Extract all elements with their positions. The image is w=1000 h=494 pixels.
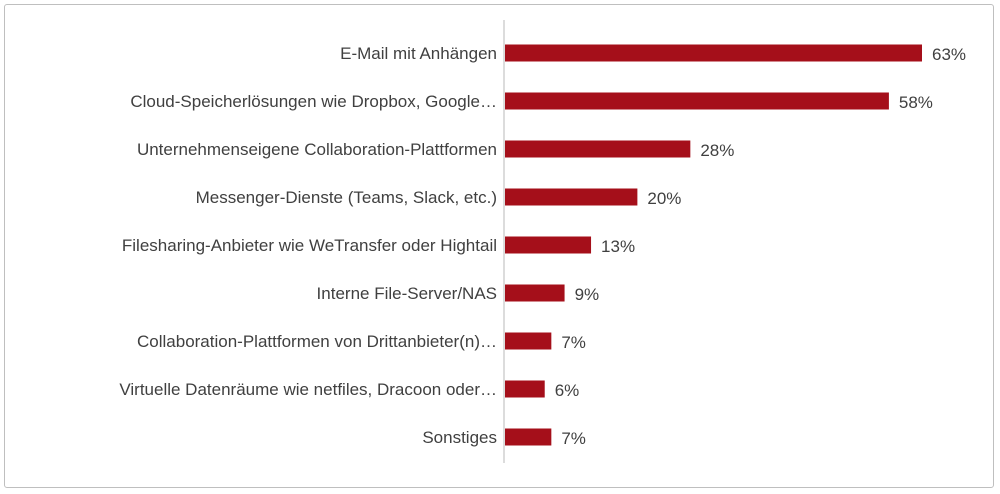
category-label: Unternehmenseigene Collaboration-Plattfo… [137, 140, 497, 159]
data-label: 7% [561, 429, 586, 448]
bar [505, 188, 638, 206]
chart-frame [4, 4, 994, 488]
bar [505, 428, 552, 446]
category-label: Messenger-Dienste (Teams, Slack, etc.) [196, 188, 497, 207]
category-label: Sonstiges [422, 428, 497, 447]
data-label: 7% [561, 333, 586, 352]
bar [505, 332, 552, 350]
data-label: 9% [575, 285, 600, 304]
category-label: Cloud-Speicherlösungen wie Dropbox, Goog… [130, 92, 497, 111]
bar [505, 44, 922, 62]
data-label: 6% [555, 381, 580, 400]
category-label: Interne File-Server/NAS [317, 284, 497, 303]
data-label: 63% [932, 45, 966, 64]
bar [505, 236, 592, 254]
category-label: Collaboration-Plattformen von Drittanbie… [137, 332, 497, 351]
data-label: 58% [899, 93, 933, 112]
category-label: E-Mail mit Anhängen [340, 44, 497, 63]
data-label: 13% [601, 237, 635, 256]
data-label: 20% [647, 189, 681, 208]
category-label: Virtuelle Datenräume wie netfiles, Draco… [119, 380, 497, 399]
bar [505, 284, 565, 302]
data-label: 28% [700, 141, 734, 160]
bar [505, 140, 691, 158]
category-label: Filesharing-Anbieter wie WeTransfer oder… [122, 236, 497, 255]
bar [505, 92, 889, 110]
bar [505, 380, 545, 398]
